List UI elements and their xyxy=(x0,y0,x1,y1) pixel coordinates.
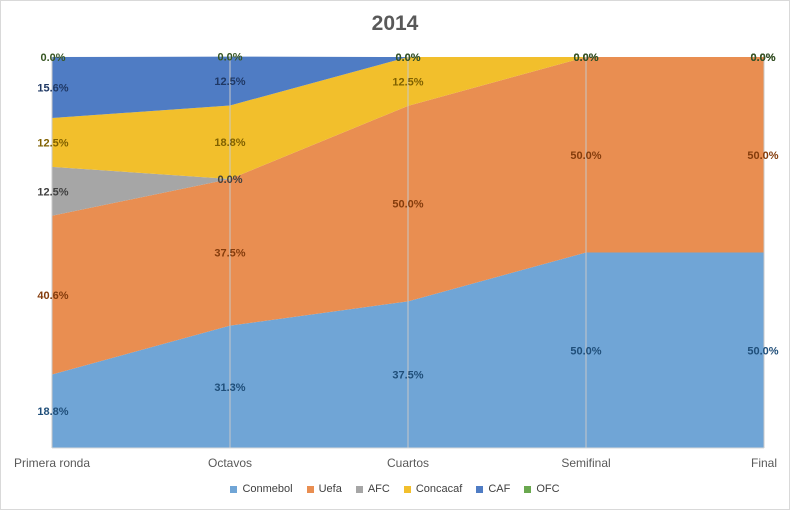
data-label-conmebol-octavos: 31.3% xyxy=(214,382,245,394)
area-afc xyxy=(52,57,764,216)
legend-label-caf: CAF xyxy=(488,483,511,495)
data-label-ofc-primera-ronda: 0.0% xyxy=(40,52,65,64)
legend-item-conmebol: Conmebol xyxy=(230,483,293,495)
data-label-caf-cuartos: 0.0% xyxy=(395,52,420,64)
data-label-conmebol-semifinal: 50.0% xyxy=(570,345,601,357)
data-label-uefa-cuartos: 50.0% xyxy=(392,199,423,211)
legend-item-uefa: Uefa xyxy=(306,483,342,495)
chart-legend: Conmebol Uefa AFC Concacaf CAF OFC xyxy=(0,483,790,495)
legend-label-conmebol: Conmebol xyxy=(242,483,293,495)
data-label-ofc-semifinal: 0.0% xyxy=(573,52,598,64)
data-label-caf-octavos: 12.5% xyxy=(214,76,245,88)
legend-label-afc: AFC xyxy=(367,483,390,495)
data-label-concacaf-primera-ronda: 12.5% xyxy=(37,137,68,149)
x-tick-label-final: Final xyxy=(751,456,777,470)
chart-title: 2014 xyxy=(371,12,419,35)
data-label-caf-primera-ronda: 15.6% xyxy=(37,82,68,94)
data-label-ofc-octavos: 0.0% xyxy=(217,52,242,64)
data-label-afc-octavos: 0.0% xyxy=(217,174,242,186)
legend-swatch-caf xyxy=(476,485,484,493)
data-label-uefa-final: 50.0% xyxy=(747,150,778,162)
legend-item-ofc: OFC xyxy=(524,483,560,495)
data-label-concacaf-final: 0.0% xyxy=(750,52,775,64)
data-label-concacaf-semifinal: 0.0% xyxy=(573,52,598,64)
legend-item-caf: CAF xyxy=(476,483,510,495)
legend-swatch-afc xyxy=(355,485,363,493)
data-label-uefa-primera-ronda: 40.6% xyxy=(37,290,68,302)
legend-swatch-concacaf xyxy=(403,485,411,493)
data-label-conmebol-cuartos: 37.5% xyxy=(392,370,423,382)
data-label-caf-semifinal: 0.0% xyxy=(573,52,598,64)
data-label-afc-primera-ronda: 12.5% xyxy=(37,186,68,198)
x-tick-label-cuartos: Cuartos xyxy=(387,456,429,470)
data-label-concacaf-cuartos: 12.5% xyxy=(392,76,423,88)
legend-swatch-ofc xyxy=(524,485,532,493)
legend-label-ofc: OFC xyxy=(536,483,560,495)
x-tick-label-semifinal: Semifinal xyxy=(561,456,610,470)
data-label-conmebol-final: 50.0% xyxy=(747,345,778,357)
legend-item-concacaf: Concacaf xyxy=(403,483,463,495)
data-label-caf-final: 0.0% xyxy=(750,52,775,64)
legend-item-afc: AFC xyxy=(355,483,390,495)
legend-swatch-uefa xyxy=(306,485,314,493)
data-label-conmebol-primera-ronda: 18.8% xyxy=(37,406,68,418)
data-label-ofc-cuartos: 0.0% xyxy=(395,52,420,64)
legend-swatch-conmebol xyxy=(230,485,238,493)
data-label-ofc-final: 0.0% xyxy=(750,52,775,64)
x-tick-label-primera-ronda: Primera ronda xyxy=(14,456,90,470)
data-label-uefa-semifinal: 50.0% xyxy=(570,150,601,162)
legend-label-uefa: Uefa xyxy=(318,483,342,495)
data-label-concacaf-octavos: 18.8% xyxy=(214,137,245,149)
data-label-uefa-octavos: 37.5% xyxy=(214,247,245,259)
legend-label-concacaf: Concacaf xyxy=(415,483,463,495)
x-tick-label-octavos: Octavos xyxy=(208,456,252,470)
